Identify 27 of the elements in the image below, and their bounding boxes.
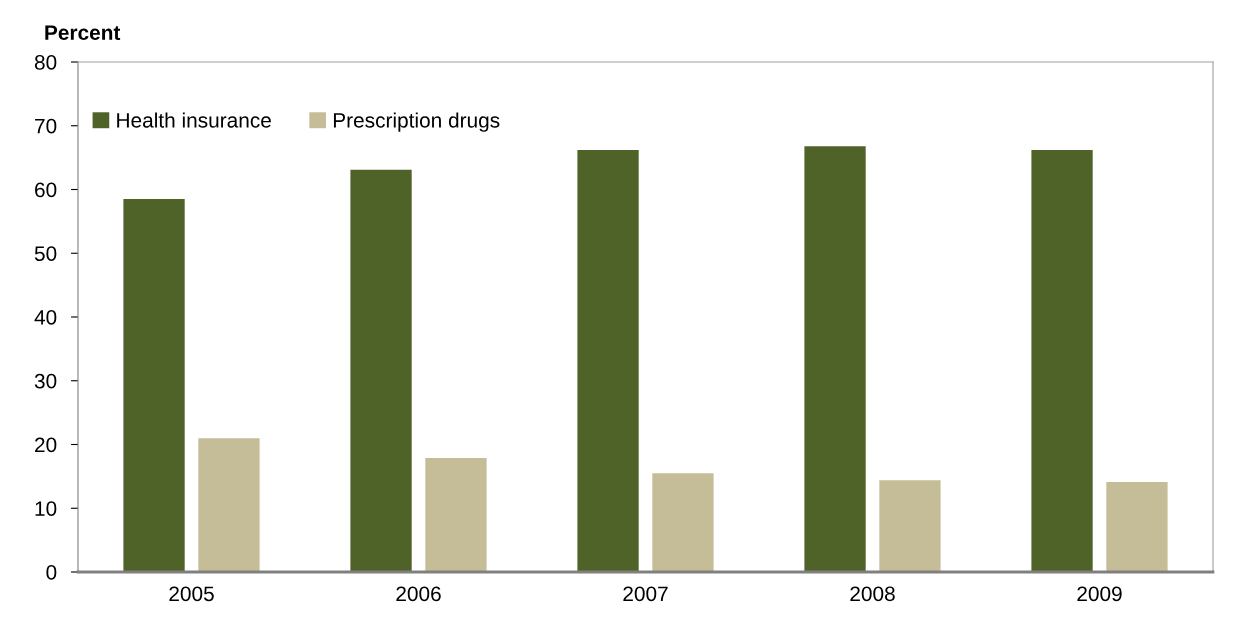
legend-label: Prescription drugs	[333, 112, 500, 132]
y-tick-label: 80	[34, 55, 57, 70]
y-tick-label: 30	[34, 373, 57, 389]
x-tick-label: 2008	[850, 586, 895, 602]
y-tick-label: 50	[34, 246, 57, 261]
x-tick-label: 2005	[169, 586, 214, 602]
bar	[879, 480, 941, 572]
x-tick-label: 2006	[396, 586, 441, 602]
y-tick-label: 70	[35, 118, 57, 134]
x-tick-label: 2009	[1077, 586, 1122, 602]
bar	[123, 199, 185, 572]
bar	[350, 169, 412, 572]
y-tick-label: 20	[35, 437, 57, 453]
y-tick-label: 10	[35, 501, 57, 516]
bar	[577, 149, 639, 572]
y-tick-label: 40	[34, 310, 57, 325]
bar	[425, 457, 487, 572]
y-tick-label: 60	[35, 182, 57, 198]
y-tick-label: 0	[46, 565, 57, 580]
y-axis-title: Percent	[45, 25, 121, 41]
bar	[1106, 482, 1168, 572]
bar	[1031, 149, 1093, 572]
bar	[198, 438, 260, 572]
bar	[804, 146, 866, 572]
legend-label: Health insurance	[117, 112, 271, 128]
bar	[652, 473, 714, 572]
x-tick-label: 2007	[623, 586, 668, 602]
